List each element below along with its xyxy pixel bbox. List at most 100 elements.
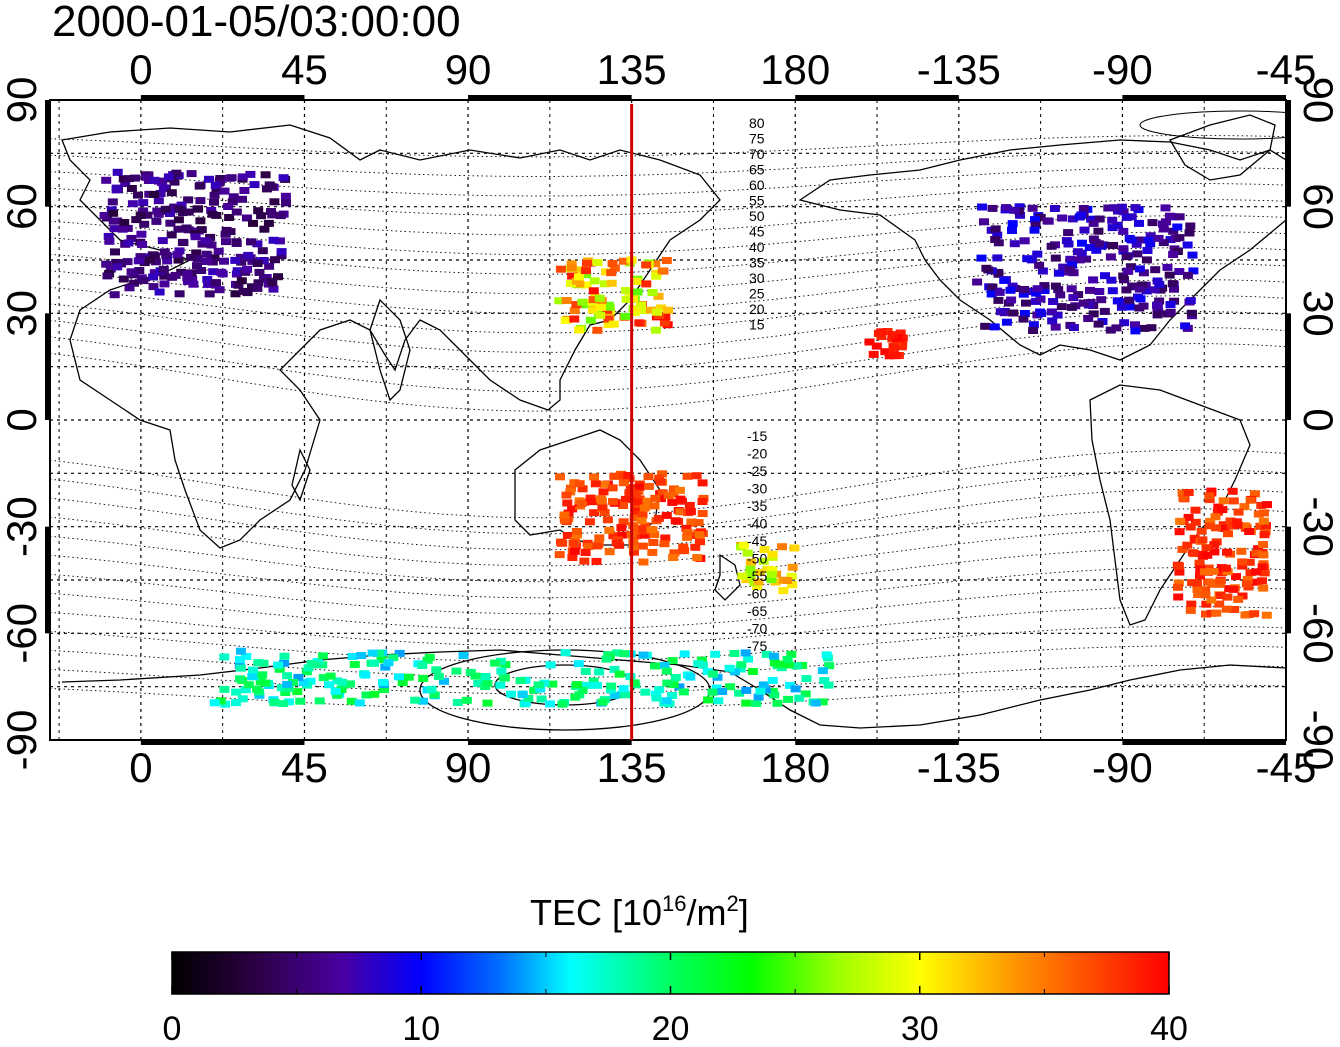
tec-point (252, 240, 263, 248)
tec-point (987, 204, 998, 212)
tec-point (388, 654, 399, 662)
tec-point (730, 668, 740, 676)
tec-point (618, 502, 629, 509)
tec-point (1174, 234, 1185, 242)
tec-point (669, 549, 680, 557)
tec-point (561, 297, 572, 304)
axis-bar-bottom (140, 740, 305, 745)
tec-point (1145, 232, 1156, 240)
contour-label: -15 (747, 428, 767, 444)
tec-point (639, 527, 650, 535)
tec-point (743, 655, 754, 663)
tec-point (219, 653, 230, 661)
tec-point (588, 287, 599, 295)
tec-point (614, 670, 625, 678)
tec-point (1068, 324, 1079, 331)
tec-point (495, 657, 506, 665)
tec-point (782, 656, 793, 663)
tec-point (134, 267, 145, 274)
tec-point (278, 174, 289, 182)
tec-point (1182, 541, 1193, 549)
tec-point (235, 675, 245, 683)
tec-point (1019, 286, 1030, 293)
tec-point (592, 326, 603, 334)
tec-point (108, 209, 119, 217)
tec-point (1127, 282, 1138, 290)
tec-point (639, 307, 650, 315)
tec-point (1112, 221, 1123, 229)
tec-point (569, 315, 580, 323)
tec-point (1183, 489, 1194, 496)
tec-point (280, 192, 291, 200)
tec-point (195, 197, 206, 205)
tec-point (1042, 217, 1053, 225)
tec-point (126, 234, 137, 242)
tec-point (601, 655, 612, 663)
tec-point (571, 301, 582, 309)
tec-point (155, 190, 166, 197)
axis-bar-top (1122, 95, 1286, 100)
tec-point (895, 329, 906, 337)
tec-point (498, 673, 509, 681)
tec-point (145, 256, 156, 264)
tec-point (1076, 211, 1087, 219)
contour-label: 45 (749, 224, 765, 240)
tec-point (571, 277, 582, 285)
tec-point (1056, 303, 1067, 311)
tec-point (992, 254, 1003, 262)
tec-point (1007, 220, 1018, 228)
tec-point (603, 321, 614, 329)
tec-point (1063, 229, 1074, 237)
tec-point (1209, 541, 1220, 549)
tec-point (1036, 310, 1047, 317)
tec-point (737, 572, 748, 580)
tec-point (107, 198, 118, 206)
tec-point (241, 653, 252, 660)
tec-point (629, 548, 639, 556)
tec-point (574, 266, 585, 274)
tec-point (410, 696, 421, 704)
tec-point (641, 280, 652, 288)
tec-point (681, 524, 692, 532)
tec-point (787, 581, 798, 589)
tec-point (678, 543, 689, 551)
tec-point (1239, 522, 1250, 530)
tec-point (654, 686, 665, 694)
tec-point (130, 174, 140, 182)
tec-point (817, 698, 828, 706)
tec-point (452, 699, 463, 706)
tec-point (209, 254, 220, 262)
tec-point (619, 650, 630, 658)
tec-point (324, 681, 334, 689)
tec-point (1188, 267, 1199, 275)
tec-point (568, 539, 579, 547)
tec-point (1256, 501, 1267, 509)
tec-point (431, 666, 442, 674)
tec-point (1187, 549, 1198, 557)
tec-point (136, 230, 147, 238)
tec-point (599, 480, 610, 488)
tec-point (158, 265, 169, 273)
tec-point (647, 548, 658, 556)
tec-point (1261, 611, 1272, 619)
tec-point (311, 661, 322, 669)
tec-point (1239, 503, 1250, 511)
y-tick-label-left: 30 (0, 290, 45, 337)
tec-point (207, 210, 218, 218)
tec-point (139, 259, 150, 267)
tec-point (219, 257, 229, 265)
tec-point (122, 258, 133, 266)
tec-point (1173, 593, 1184, 601)
tec-point (697, 510, 708, 517)
tec-point (693, 519, 704, 527)
tec-point (697, 479, 708, 487)
tec-point (1185, 523, 1196, 531)
tec-point (597, 698, 608, 706)
tec-point (262, 185, 272, 193)
tec-point (192, 262, 202, 270)
tec-point (173, 216, 184, 224)
tec-point (1233, 595, 1244, 603)
tec-point (1253, 545, 1264, 553)
tec-point (1178, 494, 1189, 502)
tec-point (628, 522, 639, 530)
